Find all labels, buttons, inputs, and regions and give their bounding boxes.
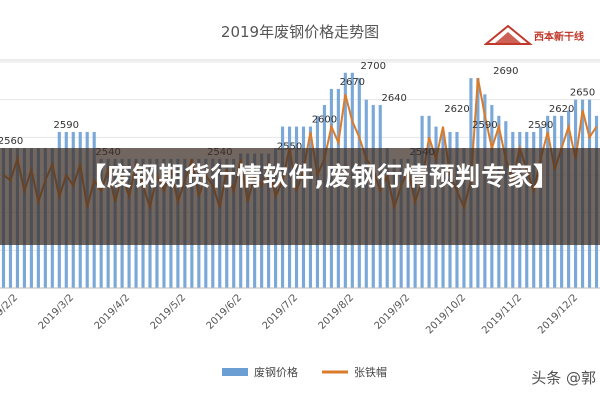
data-label: 2700 [361,61,386,72]
brand-logo: 西本新干线 [483,20,594,48]
data-label: 2590 [528,120,553,131]
data-label: 2590 [54,120,79,131]
data-label: 2590 [472,120,497,131]
data-label: 2620 [444,104,469,115]
legend-label-bar: 废钢价格 [254,365,298,379]
data-label: 2550 [277,141,302,152]
promo-banner-text[interactable]: 【废钢期货行情软件,废钢行情预判专家】 [80,162,560,191]
data-label: 2620 [549,104,574,115]
legend: 废钢价格 张铁帽 [222,365,387,379]
data-label: 2650 [570,88,595,99]
chart-title: 2019年废钢价格走势图 [221,23,379,41]
data-label: 2640 [381,93,406,104]
data-label: 2560 [0,136,23,147]
promo-banner[interactable] [0,148,600,245]
data-label: 2600 [312,115,337,126]
data-label: 2670 [340,77,365,88]
watermark: 头条 @郭 [531,369,596,387]
legend-label-line: 张铁帽 [354,366,387,379]
logo-text: 西本新干线 [534,30,584,43]
legend-swatch-bar [222,368,248,376]
logo-icon: 西本新干线 [483,24,584,45]
data-label: 2690 [493,66,518,77]
